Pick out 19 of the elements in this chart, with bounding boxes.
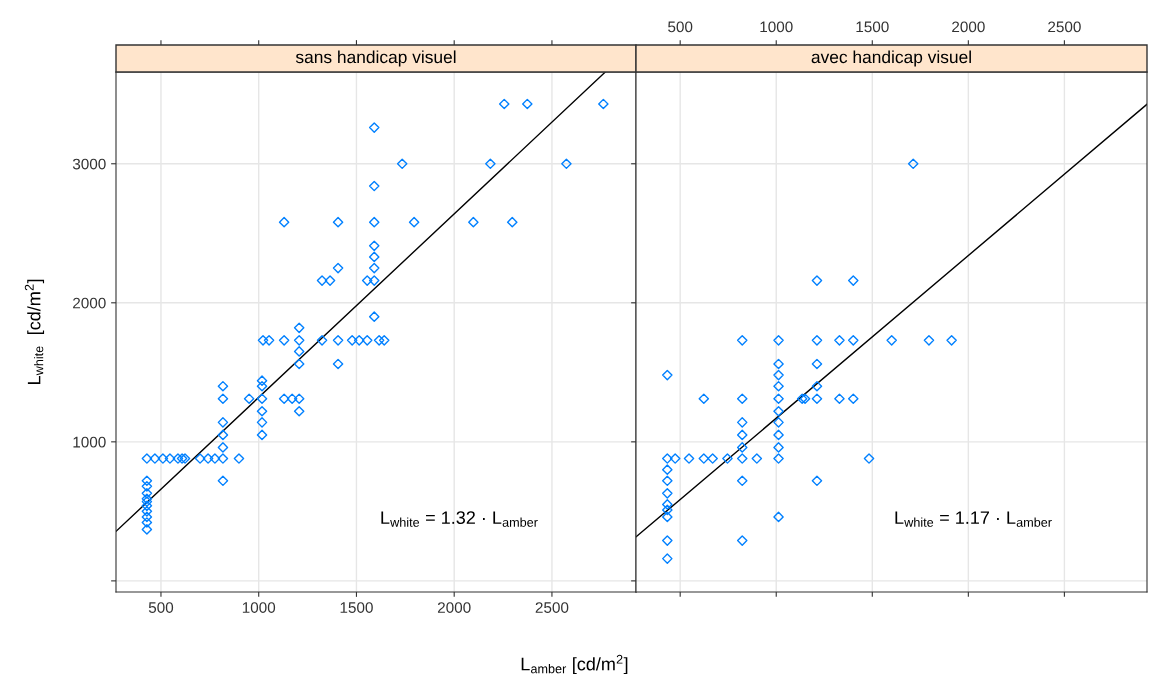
- annotation: L$_{white}$ = 1.17 · L$_{amber}$: [895, 511, 1052, 527]
- x-tick-label: 500: [148, 602, 174, 613]
- chart-title: avec handicap visuel: [811, 50, 971, 67]
- chart-title: sans handicap visuel: [295, 50, 456, 67]
- y-tick-label: 3000: [72, 158, 106, 170]
- x-tick-label: 1000: [760, 21, 793, 33]
- x-axis-title: L$_{amber}$ [cd/m$^{2}$]: [521, 654, 628, 675]
- x-tick-label: 1500: [340, 602, 373, 613]
- annotation: L$_{white}$ = 1.32 · L$_{amber}$: [381, 511, 538, 527]
- x-tick-label: 1000: [242, 602, 276, 613]
- x-tick-label: 1500: [856, 21, 889, 33]
- x-tick-label: 500: [668, 21, 693, 33]
- x-tick-label: 2500: [1048, 21, 1081, 33]
- x-tick-label: 2000: [952, 21, 985, 33]
- x-tick-label: 2000: [437, 602, 471, 613]
- y-tick-label: 2000: [73, 297, 106, 309]
- x-tick-label: 2500: [535, 602, 569, 613]
- y-axis-title: L$_{white}$ [cd/m$^{2}$]: [24, 279, 45, 385]
- y-tick-label: 1000: [73, 436, 106, 448]
